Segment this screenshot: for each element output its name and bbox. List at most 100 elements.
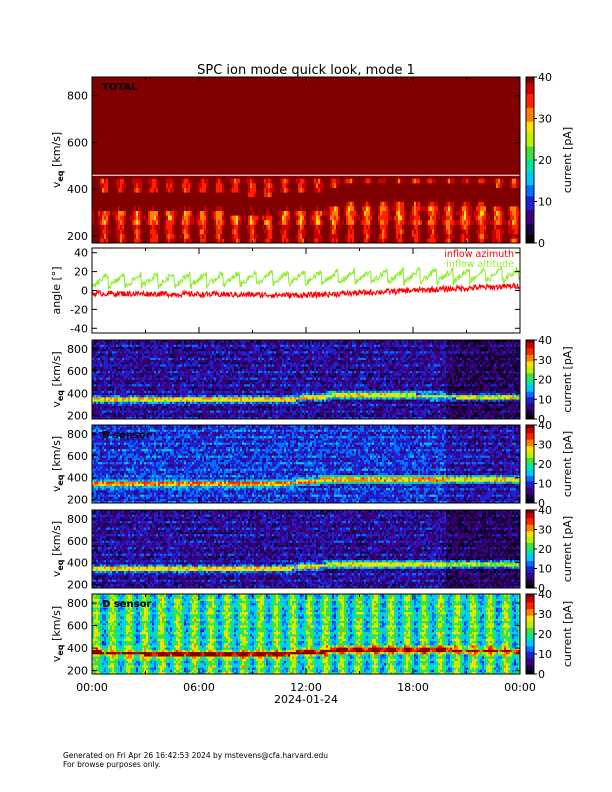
- heatmap-cell: [228, 178, 230, 183]
- heatmap-cell: [122, 183, 124, 188]
- heatmap-cell: [164, 165, 166, 170]
- heatmap-cell: [112, 132, 114, 137]
- heatmap-cell: [202, 109, 204, 114]
- heatmap-cell: [192, 174, 194, 179]
- heatmap-cell: [100, 202, 102, 207]
- heatmap-cell: [126, 142, 128, 147]
- heatmap-cell: [100, 109, 102, 114]
- heatmap-cell: [132, 174, 134, 179]
- heatmap-cell: [190, 91, 192, 96]
- heatmap-cell: [136, 188, 138, 193]
- heatmap-cell: [126, 123, 128, 128]
- heatmap-cell: [204, 100, 206, 105]
- heatmap-cell: [164, 109, 166, 114]
- heatmap-cell: [168, 128, 170, 133]
- heatmap-cell: [120, 211, 122, 216]
- heatmap-cell: [156, 86, 158, 91]
- heatmap-cell: [192, 169, 194, 174]
- heatmap-cell: [224, 160, 226, 165]
- heatmap-cell: [170, 206, 172, 211]
- heatmap-cell: [214, 146, 216, 151]
- heatmap-cell: [248, 95, 250, 100]
- heatmap-cell: [198, 128, 200, 133]
- heatmap-cell: [204, 220, 206, 225]
- heatmap-cell: [162, 174, 164, 179]
- heatmap-cell: [212, 178, 214, 183]
- heatmap-cell: [120, 119, 122, 124]
- heatmap-cell: [148, 188, 150, 193]
- heatmap-cell: [200, 188, 202, 193]
- heatmap-cell: [178, 100, 180, 105]
- heatmap-cell: [142, 123, 144, 128]
- heatmap-cell: [114, 229, 116, 234]
- heatmap-cell: [256, 211, 258, 216]
- heatmap-cell: [144, 169, 146, 174]
- heatmap-cell: [204, 82, 206, 87]
- heatmap-cell: [196, 146, 198, 151]
- heatmap-cell: [176, 105, 178, 110]
- heatmap-cell: [198, 105, 200, 110]
- heatmap-cell: [148, 77, 150, 82]
- heatmap-cell: [232, 105, 234, 110]
- heatmap-cell: [104, 197, 106, 202]
- heatmap-cell: [214, 155, 216, 160]
- heatmap-cell: [176, 197, 178, 202]
- heatmap-cell: [126, 132, 128, 137]
- heatmap-cell: [166, 123, 168, 128]
- heatmap-cell: [186, 77, 188, 82]
- heatmap-cell: [118, 100, 120, 105]
- heatmap-cell: [100, 105, 102, 110]
- heatmap-cell: [218, 82, 220, 87]
- heatmap-cell: [166, 206, 168, 211]
- heatmap-cell: [238, 225, 240, 230]
- heatmap-cell: [106, 123, 108, 128]
- heatmap-cell: [148, 109, 150, 114]
- heatmap-cell: [244, 100, 246, 105]
- heatmap-cell: [116, 169, 118, 174]
- heatmap-cell: [208, 206, 210, 211]
- heatmap-cell: [160, 77, 162, 82]
- heatmap-cell: [204, 77, 206, 82]
- heatmap-cell: [256, 215, 258, 220]
- heatmap-cell: [170, 160, 172, 165]
- heatmap-cell: [112, 155, 114, 160]
- heatmap-cell: [206, 128, 208, 133]
- heatmap-cell: [216, 225, 218, 230]
- heatmap-cell: [110, 178, 112, 183]
- heatmap-cell: [106, 160, 108, 165]
- heatmap-cell: [184, 206, 186, 211]
- heatmap-cell: [130, 211, 132, 216]
- heatmap-cell: [236, 206, 238, 211]
- heatmap-cell: [96, 155, 98, 160]
- heatmap-cell: [208, 174, 210, 179]
- heatmap-cell: [156, 215, 158, 220]
- heatmap-cell: [160, 169, 162, 174]
- heatmap-cell: [136, 165, 138, 170]
- heatmap-cell: [200, 109, 202, 114]
- heatmap-cell: [176, 146, 178, 151]
- heatmap-cell: [254, 91, 256, 96]
- heatmap-cell: [126, 178, 128, 183]
- heatmap-cell: [122, 109, 124, 114]
- heatmap-cell: [202, 160, 204, 165]
- heatmap-cell: [204, 197, 206, 202]
- heatmap-cell: [222, 220, 224, 225]
- heatmap-cell: [234, 215, 236, 220]
- heatmap-cell: [146, 137, 148, 142]
- heatmap-cell: [138, 100, 140, 105]
- heatmap-cell: [120, 123, 122, 128]
- heatmap-cell: [200, 229, 202, 234]
- heatmap-cell: [180, 95, 182, 100]
- heatmap-cell: [250, 220, 252, 225]
- heatmap-cell: [244, 211, 246, 216]
- heatmap-cell: [180, 146, 182, 151]
- heatmap-cell: [104, 146, 106, 151]
- heatmap-cell: [222, 146, 224, 151]
- heatmap-cell: [114, 183, 116, 188]
- heatmap-cell: [154, 137, 156, 142]
- heatmap-cell: [190, 77, 192, 82]
- heatmap-cell: [216, 142, 218, 147]
- heatmap-cell: [188, 146, 190, 151]
- heatmap-cell: [198, 169, 200, 174]
- heatmap-cell: [146, 146, 148, 151]
